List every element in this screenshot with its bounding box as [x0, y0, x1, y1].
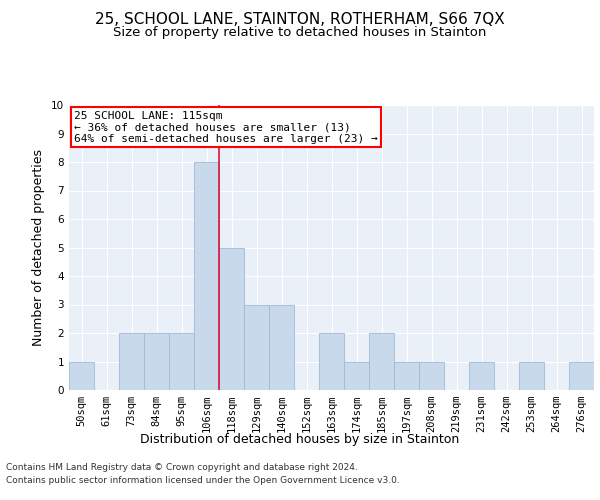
Bar: [69, 362, 94, 390]
Bar: [419, 362, 444, 390]
Bar: [269, 304, 294, 390]
Text: Contains public sector information licensed under the Open Government Licence v3: Contains public sector information licen…: [6, 476, 400, 485]
Bar: [169, 333, 194, 390]
Text: Contains HM Land Registry data © Crown copyright and database right 2024.: Contains HM Land Registry data © Crown c…: [6, 462, 358, 471]
Bar: [519, 362, 544, 390]
Bar: [469, 362, 494, 390]
Text: Size of property relative to detached houses in Stainton: Size of property relative to detached ho…: [113, 26, 487, 39]
Bar: [144, 333, 169, 390]
Y-axis label: Number of detached properties: Number of detached properties: [32, 149, 46, 346]
Bar: [119, 333, 144, 390]
Text: 25, SCHOOL LANE, STAINTON, ROTHERHAM, S66 7QX: 25, SCHOOL LANE, STAINTON, ROTHERHAM, S6…: [95, 12, 505, 28]
Bar: [319, 333, 344, 390]
Bar: [244, 304, 269, 390]
Bar: [219, 248, 244, 390]
Text: 25 SCHOOL LANE: 115sqm
← 36% of detached houses are smaller (13)
64% of semi-det: 25 SCHOOL LANE: 115sqm ← 36% of detached…: [74, 110, 378, 144]
Bar: [194, 162, 219, 390]
Bar: [394, 362, 419, 390]
Bar: [369, 333, 394, 390]
Bar: [344, 362, 369, 390]
Bar: [569, 362, 594, 390]
Text: Distribution of detached houses by size in Stainton: Distribution of detached houses by size …: [140, 432, 460, 446]
